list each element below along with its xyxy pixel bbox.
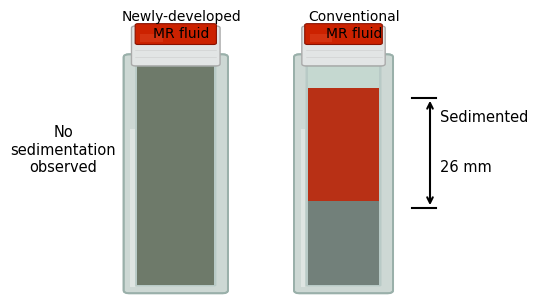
FancyBboxPatch shape <box>305 24 382 44</box>
Text: Newly-developed
MR fluid: Newly-developed MR fluid <box>121 10 241 40</box>
Bar <box>131 129 135 287</box>
Text: Conventional
MR fluid: Conventional MR fluid <box>308 10 400 40</box>
FancyBboxPatch shape <box>132 26 220 66</box>
Text: Sedimented: Sedimented <box>440 110 529 125</box>
Text: 26 mm: 26 mm <box>440 160 492 175</box>
FancyBboxPatch shape <box>304 37 384 66</box>
Bar <box>137 66 214 285</box>
FancyBboxPatch shape <box>305 61 382 286</box>
FancyBboxPatch shape <box>124 54 228 293</box>
FancyBboxPatch shape <box>302 26 385 66</box>
FancyBboxPatch shape <box>294 54 393 293</box>
Bar <box>301 129 305 287</box>
Bar <box>307 62 379 88</box>
Bar <box>307 88 379 201</box>
FancyBboxPatch shape <box>135 24 216 44</box>
Bar <box>310 34 332 41</box>
FancyBboxPatch shape <box>133 37 219 66</box>
FancyBboxPatch shape <box>135 61 216 286</box>
Bar <box>307 201 379 285</box>
Text: No
sedimentation
observed: No sedimentation observed <box>10 125 116 175</box>
Bar <box>141 34 163 41</box>
